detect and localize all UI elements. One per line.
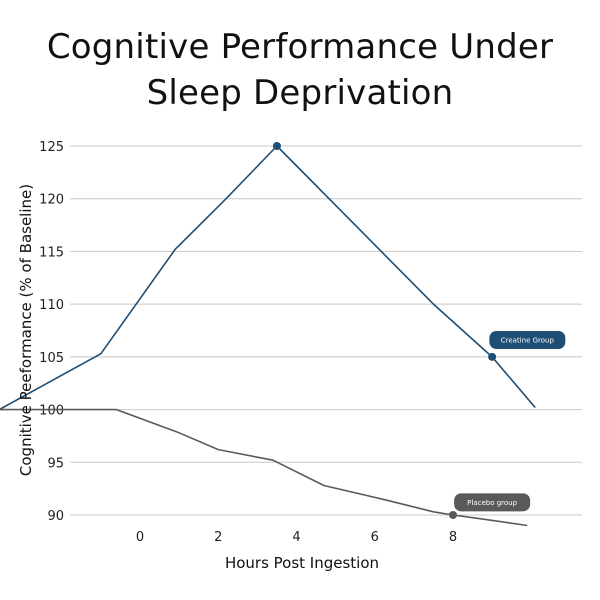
series-labels: Creatine Group Placebo group	[454, 330, 566, 512]
series-label-tag: Creatine Group	[489, 330, 566, 349]
x-axis-ticks: 0 2 4 6 8	[136, 530, 457, 545]
x-tick-label: 2	[214, 530, 222, 545]
data-point-marker	[449, 511, 457, 519]
y-tick-label: 95	[47, 456, 64, 471]
y-tick-label: 90	[47, 509, 64, 524]
series-markers	[272, 142, 497, 519]
x-tick-label: 8	[449, 530, 457, 545]
y-axis-label: Cognitive Peeformance (% of Baseline)	[17, 184, 35, 476]
series-line-0	[0, 145, 536, 411]
series-label-pill	[489, 330, 566, 349]
x-tick-label: 6	[371, 530, 379, 545]
y-tick-label: 125	[39, 140, 64, 155]
data-point-marker	[488, 352, 497, 361]
series-label-text: Placebo group	[467, 499, 517, 507]
series-label-pill	[454, 493, 531, 512]
y-tick-label: 100	[39, 404, 64, 419]
x-tick-label: 4	[292, 530, 300, 545]
data-point-marker	[272, 142, 281, 150]
series-label-tag: Placebo group	[454, 493, 531, 512]
y-tick-label: 105	[39, 351, 64, 366]
grid-lines	[70, 145, 582, 516]
series-line-1	[0, 408, 528, 527]
series-label-text: Creatine Group	[501, 336, 555, 344]
y-tick-label: 110	[39, 298, 64, 313]
x-axis-label: Hours Post Ingestion	[225, 554, 379, 572]
y-tick-label: 115	[39, 245, 64, 260]
y-axis-ticks: 90 95 100 105 110 115 120 125	[39, 140, 64, 524]
y-tick-label: 120	[39, 193, 64, 208]
chart-title-line-2: Sleep Deprivation	[146, 73, 454, 113]
x-tick-label: 0	[136, 530, 144, 545]
chart-title: Cognitive Performance Under Sleep Depriv…	[0, 24, 600, 116]
series-lines	[0, 145, 536, 527]
chart-title-line-1: Cognitive Performance Under	[46, 27, 554, 67]
